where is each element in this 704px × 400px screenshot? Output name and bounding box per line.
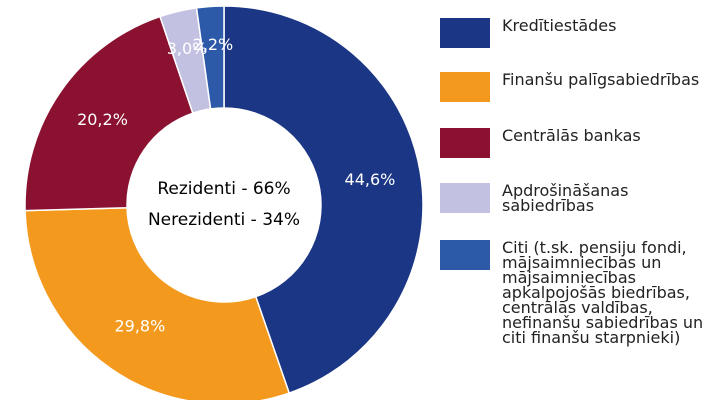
donut-slice	[24, 15, 194, 212]
slice-label: 3,0%	[167, 39, 208, 58]
slice-label: 20,2%	[77, 110, 128, 129]
legend-label: Kredītiestādes	[502, 16, 617, 35]
slice-label: 44,6%	[345, 170, 396, 189]
legend-label: Finanšu palīgsabiedrības	[502, 70, 700, 89]
legend-label: Apdrošināšanas sabiedrības	[502, 181, 629, 215]
slice-label: 29,8%	[114, 316, 165, 335]
slice-label: 2,2%	[193, 35, 234, 54]
donut-slice	[24, 206, 291, 400]
legend-label: Citi (t.sk. pensiju fondi, mājsaimniecīb…	[502, 238, 704, 347]
legend-swatch	[440, 72, 490, 102]
center-annotation: Rezidenti - 66%	[157, 179, 290, 199]
legend-swatch	[440, 183, 490, 213]
center-annotation: Nerezidenti - 34%	[148, 210, 300, 230]
donut-slice	[223, 5, 424, 394]
donut-slice	[195, 5, 225, 110]
legend-swatch	[440, 128, 490, 158]
legend-swatch	[440, 18, 490, 48]
legend-label: Centrālās bankas	[502, 126, 641, 145]
legend-swatch	[440, 240, 490, 270]
